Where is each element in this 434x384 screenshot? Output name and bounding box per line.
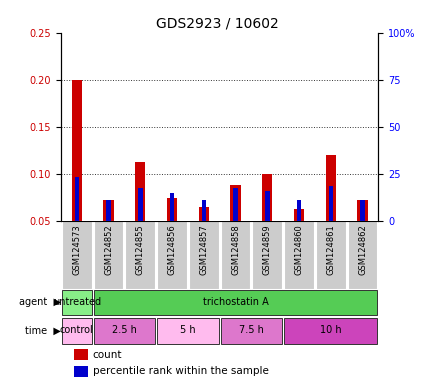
Bar: [230, 185, 240, 221]
Text: count: count: [92, 349, 122, 359]
Text: GSM124856: GSM124856: [167, 225, 176, 275]
Text: GSM124573: GSM124573: [72, 225, 81, 275]
Bar: [93, 318, 155, 344]
Text: GSM124858: GSM124858: [230, 225, 240, 275]
Bar: [169, 193, 174, 221]
Bar: [62, 290, 92, 315]
Bar: [283, 221, 313, 288]
Bar: [252, 221, 282, 288]
Text: 5 h: 5 h: [180, 325, 195, 336]
Bar: [233, 188, 237, 221]
Bar: [93, 221, 123, 288]
Bar: [62, 221, 92, 288]
Bar: [359, 200, 364, 221]
Bar: [220, 318, 282, 344]
Bar: [106, 200, 111, 221]
Text: GDS2923 / 10602: GDS2923 / 10602: [156, 16, 278, 30]
Bar: [347, 221, 377, 288]
Bar: [72, 80, 82, 221]
Text: 2.5 h: 2.5 h: [112, 325, 137, 336]
Text: GSM124860: GSM124860: [294, 225, 303, 275]
Bar: [157, 221, 187, 288]
Bar: [325, 155, 335, 221]
Text: untreated: untreated: [53, 297, 101, 307]
Text: trichostatin A: trichostatin A: [202, 297, 268, 307]
Bar: [283, 318, 377, 344]
Bar: [188, 221, 218, 288]
Bar: [62, 318, 92, 344]
Bar: [157, 318, 218, 344]
Bar: [296, 200, 301, 221]
Bar: [262, 174, 272, 221]
Text: 10 h: 10 h: [319, 325, 341, 336]
Bar: [73, 349, 88, 360]
Bar: [264, 191, 269, 221]
Text: GSM124862: GSM124862: [357, 225, 366, 275]
Text: GSM124861: GSM124861: [326, 225, 335, 275]
Bar: [315, 221, 345, 288]
Bar: [201, 200, 206, 221]
Bar: [93, 290, 377, 315]
Text: GSM124852: GSM124852: [104, 225, 113, 275]
Bar: [125, 221, 155, 288]
Text: time  ▶: time ▶: [25, 325, 61, 336]
Text: GSM124855: GSM124855: [135, 225, 145, 275]
Bar: [220, 221, 250, 288]
Bar: [198, 207, 208, 221]
Text: control: control: [60, 325, 93, 336]
Bar: [167, 198, 177, 221]
Bar: [74, 177, 79, 221]
Bar: [293, 209, 303, 221]
Text: 7.5 h: 7.5 h: [238, 325, 263, 336]
Bar: [73, 366, 88, 377]
Bar: [103, 200, 113, 221]
Text: GSM124859: GSM124859: [262, 225, 271, 275]
Text: agent  ▶: agent ▶: [19, 297, 61, 307]
Text: percentile rank within the sample: percentile rank within the sample: [92, 366, 268, 376]
Bar: [135, 162, 145, 221]
Bar: [328, 186, 332, 221]
Bar: [357, 200, 367, 221]
Text: GSM124857: GSM124857: [199, 225, 208, 275]
Bar: [138, 188, 142, 221]
